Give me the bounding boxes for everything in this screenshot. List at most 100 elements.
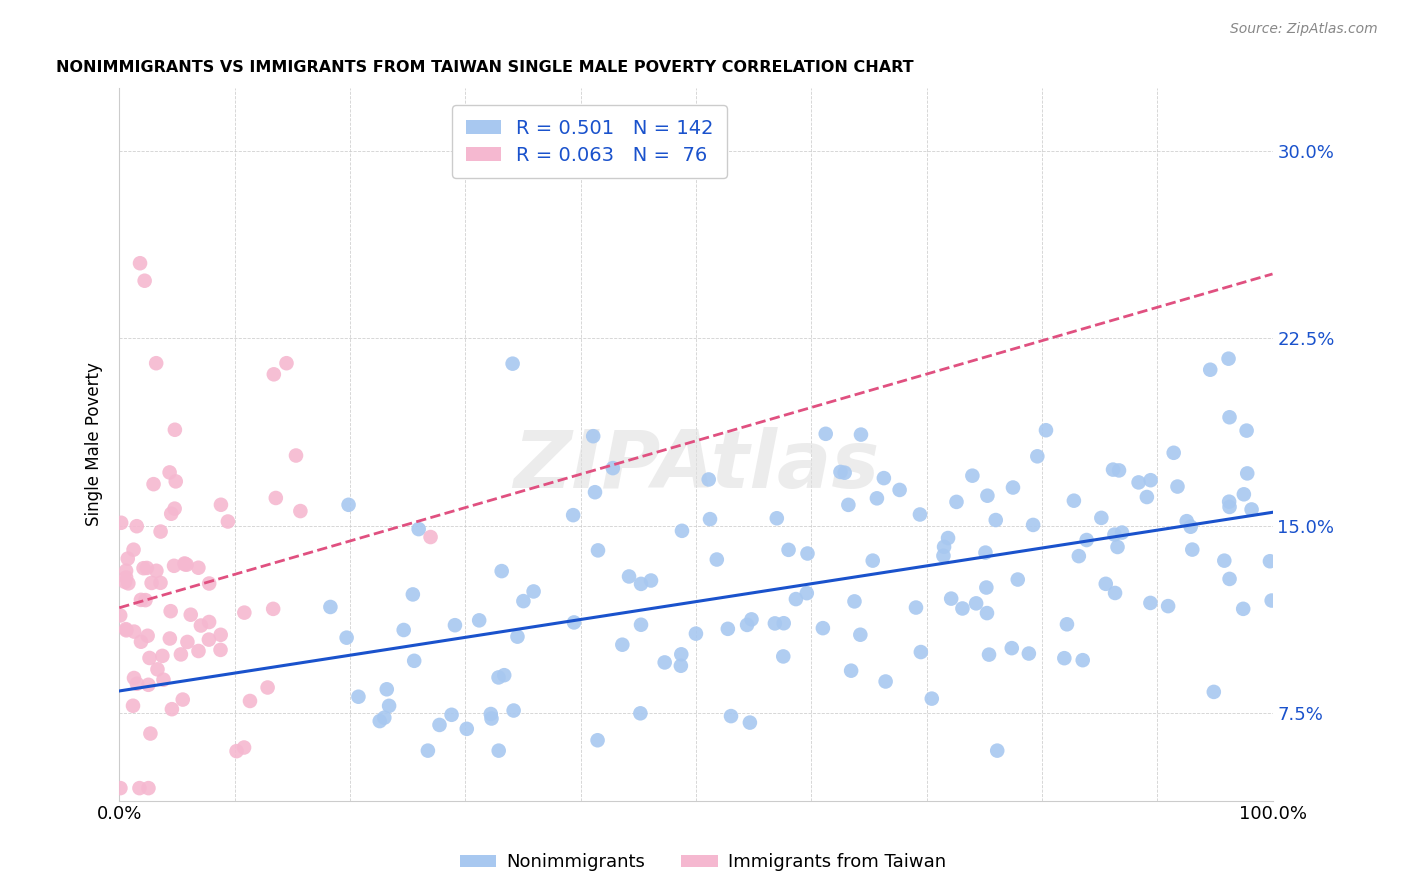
Point	[285, 449, 308, 463]
Point	[735, 618, 758, 632]
Point	[834, 466, 856, 480]
Point	[145, 564, 167, 578]
Point	[1213, 554, 1236, 568]
Point	[602, 461, 624, 475]
Point	[122, 624, 145, 639]
Point	[139, 726, 162, 740]
Point	[502, 704, 524, 718]
Point	[1063, 493, 1085, 508]
Point	[974, 546, 997, 560]
Point	[170, 648, 193, 662]
Point	[145, 356, 167, 370]
Point	[1001, 641, 1024, 656]
Point	[717, 622, 740, 636]
Point	[1240, 502, 1263, 516]
Point	[932, 540, 955, 554]
Point	[976, 581, 998, 595]
Point	[765, 511, 787, 525]
Point	[630, 577, 652, 591]
Point	[1035, 423, 1057, 437]
Point	[562, 508, 585, 523]
Point	[159, 632, 181, 646]
Point	[866, 491, 889, 506]
Point	[456, 722, 478, 736]
Point	[671, 648, 693, 662]
Point	[336, 631, 359, 645]
Point	[640, 574, 662, 588]
Point	[1236, 467, 1258, 481]
Point	[115, 570, 138, 584]
Point	[1053, 651, 1076, 665]
Point	[669, 658, 692, 673]
Point	[506, 630, 529, 644]
Point	[337, 498, 360, 512]
Point	[977, 648, 1000, 662]
Point	[654, 656, 676, 670]
Point	[416, 744, 439, 758]
Point	[908, 508, 931, 522]
Point	[685, 626, 707, 640]
Point	[392, 623, 415, 637]
Point	[122, 698, 145, 713]
Point	[488, 744, 510, 758]
Point	[1071, 653, 1094, 667]
Point	[1104, 586, 1126, 600]
Point	[763, 616, 786, 631]
Point	[562, 615, 585, 630]
Point	[936, 531, 959, 545]
Point	[134, 274, 156, 288]
Point	[138, 678, 160, 692]
Point	[319, 599, 342, 614]
Y-axis label: Single Male Poverty: Single Male Poverty	[86, 362, 103, 526]
Point	[1090, 511, 1112, 525]
Point	[1136, 490, 1159, 504]
Point	[862, 554, 884, 568]
Point	[921, 691, 943, 706]
Point	[149, 524, 172, 539]
Point	[1175, 514, 1198, 528]
Point	[1067, 549, 1090, 563]
Point	[1218, 351, 1240, 366]
Point	[814, 426, 837, 441]
Point	[889, 483, 911, 497]
Point	[256, 681, 278, 695]
Point	[1001, 481, 1024, 495]
Point	[612, 638, 634, 652]
Point	[697, 473, 720, 487]
Point	[1219, 572, 1241, 586]
Text: ZIPAtlas: ZIPAtlas	[513, 426, 879, 505]
Point	[630, 617, 652, 632]
Point	[904, 600, 927, 615]
Point	[984, 513, 1007, 527]
Point	[136, 629, 159, 643]
Point	[110, 516, 132, 530]
Point	[115, 624, 138, 638]
Point	[134, 593, 156, 607]
Point	[1163, 446, 1185, 460]
Legend: Nonimmigrants, Immigrants from Taiwan: Nonimmigrants, Immigrants from Taiwan	[453, 847, 953, 879]
Point	[1107, 540, 1129, 554]
Point	[481, 712, 503, 726]
Point	[512, 594, 534, 608]
Point	[110, 781, 132, 796]
Point	[706, 552, 728, 566]
Point	[1218, 410, 1240, 425]
Point	[198, 576, 221, 591]
Point	[163, 423, 186, 437]
Point	[875, 674, 897, 689]
Point	[811, 621, 834, 635]
Point	[378, 698, 401, 713]
Point	[117, 551, 139, 566]
Point	[1232, 602, 1254, 616]
Point	[952, 601, 974, 615]
Point	[1218, 500, 1240, 514]
Point	[586, 543, 609, 558]
Point	[582, 429, 605, 443]
Point	[849, 427, 872, 442]
Point	[173, 558, 195, 572]
Point	[772, 649, 794, 664]
Point	[720, 709, 742, 723]
Point	[159, 466, 181, 480]
Point	[440, 707, 463, 722]
Point	[1180, 520, 1202, 534]
